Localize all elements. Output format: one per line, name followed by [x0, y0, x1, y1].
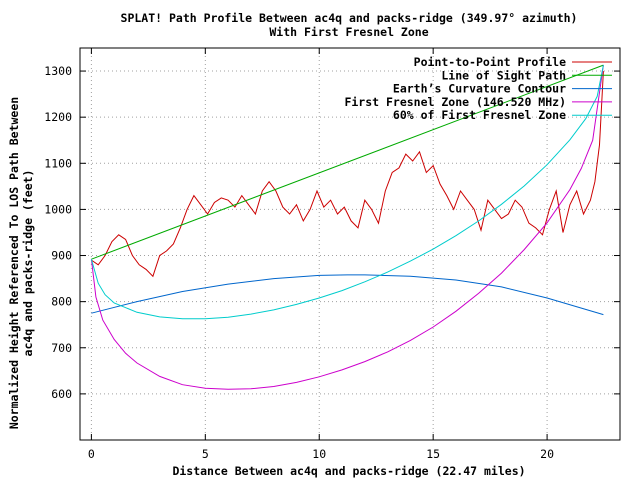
x-tick-label: 5 [202, 447, 209, 461]
y-tick-label: 900 [51, 249, 72, 263]
series-lines [90, 64, 604, 390]
y-tick-label: 700 [51, 341, 72, 355]
legend-label: First Fresnel Zone (146.520 MHz) [344, 95, 566, 109]
plot-frame [79, 47, 621, 441]
legend-label: Point-to-Point Profile [414, 55, 566, 69]
y-axis-label-line-2: ac4q and packs-ridge (feet) [21, 170, 35, 357]
x-axis-label: Distance Between ac4q and packs-ridge (2… [172, 464, 525, 478]
series-line-first-fresnel-zone-146-520-mhz [90, 65, 604, 390]
x-tick-labels: 0 5 10 15 20 [88, 447, 554, 461]
series-line-line-of-sight-path [91, 64, 604, 260]
x-tick-label: 20 [540, 447, 554, 461]
y-tick-labels: 600 700 800 900 1000 1100 1200 1300 [44, 64, 72, 401]
x-tick-label: 10 [312, 447, 326, 461]
x-tick-label: 15 [426, 447, 440, 461]
y-tick-label: 1000 [44, 202, 72, 216]
series-line-60-of-first-fresnel-zone [90, 65, 604, 320]
legend-label: 60% of First Fresnel Zone [393, 108, 566, 122]
y-axis-label-line-1: Normalized Height Referenced To LOS Path… [7, 97, 21, 429]
legend-label: Line of Sight Path [441, 68, 566, 82]
series-line-point-to-point-profile [91, 71, 604, 278]
legend-label: Earth’s Curvature Contour [393, 82, 566, 96]
y-tick-label: 1300 [44, 64, 72, 78]
grid-lines [80, 48, 620, 440]
chart-title: SPLAT! Path Profile Between ac4q and pac… [121, 11, 578, 25]
y-tick-label: 800 [51, 295, 72, 309]
chart-subtitle: With First Fresnel Zone [269, 25, 428, 39]
y-tick-label: 1200 [44, 110, 72, 124]
x-tick-label: 0 [88, 447, 95, 461]
y-tick-label: 1100 [44, 156, 72, 170]
y-tick-label: 600 [51, 387, 72, 401]
series-line-earth-s-curvature-contour [91, 274, 604, 316]
